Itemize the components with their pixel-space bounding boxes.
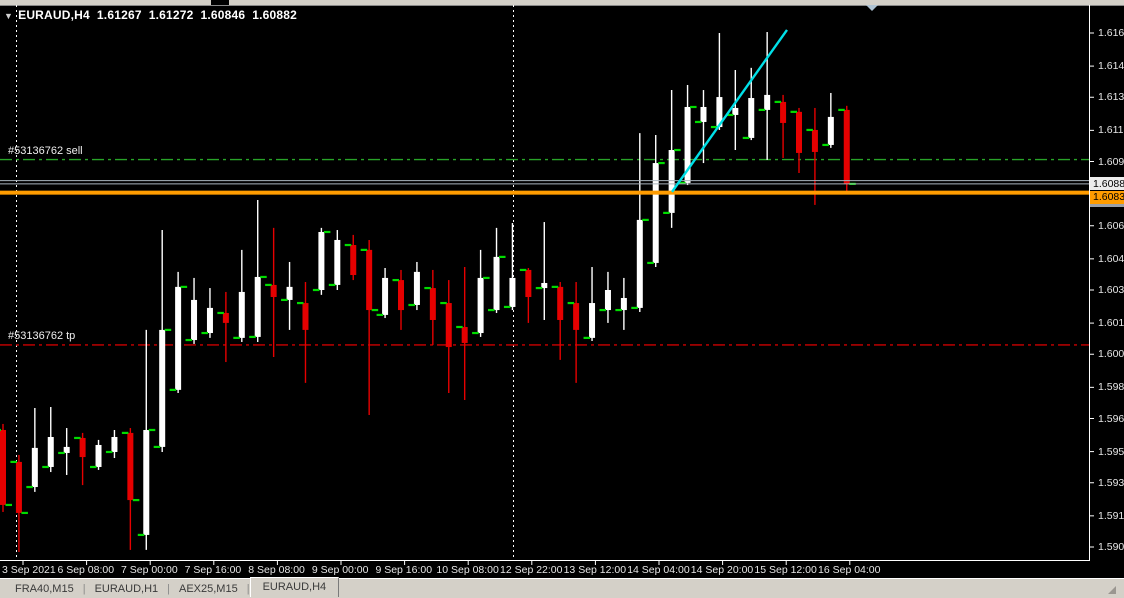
chart-tabs: FRA40,M15 | EURAUD,H1 | AEX25,M15 | EURAUD,H4 xyxy=(0,577,340,598)
price-tick-label: 1.6132 xyxy=(1098,91,1124,104)
resize-grip-icon[interactable] xyxy=(1108,586,1116,594)
tab-separator: | xyxy=(246,582,250,595)
time-tick-label: 9 Sep 00:00 xyxy=(311,564,369,576)
time-tick-label: 8 Sep 08:00 xyxy=(248,564,305,576)
symbol-period-label: EURAUD,H4 xyxy=(18,8,90,22)
bid-price-label: 1.6088 xyxy=(1090,177,1124,191)
time-tick-label: 15 Sep 12:00 xyxy=(754,564,817,576)
tab-separator: | xyxy=(167,582,170,595)
high-value: 1.61272 xyxy=(148,8,194,22)
price-tick-label: 1.6099 xyxy=(1098,155,1124,168)
price-tick-label: 1.6049 xyxy=(1098,252,1124,265)
chart-tab-euraud-h4[interactable]: EURAUD,H4 xyxy=(249,577,340,597)
tab-separator: | xyxy=(82,582,86,595)
sell-order-label[interactable]: #53136762 sell xyxy=(8,144,83,157)
price-tick-label: 1.6033 xyxy=(1098,284,1124,296)
take-profit-label[interactable]: #53136762 tp xyxy=(8,329,76,342)
toolbar-divider xyxy=(211,0,229,5)
price-tick-label: 1.5917 xyxy=(1098,509,1124,522)
chart-shift-marker-icon[interactable] xyxy=(866,5,878,11)
open-value: 1.61267 xyxy=(96,8,142,22)
price-tick-label: 1.5983 xyxy=(1098,381,1124,394)
price-tick-label: 1.5934 xyxy=(1098,476,1124,489)
time-axis[interactable]: 3 Sep 2021 6 Sep 08:00 7 Sep 00:00 7 Sep 16… xyxy=(0,561,1090,578)
low-value: 1.60846 xyxy=(200,8,246,22)
time-tick-label: 3 Sep 2021 xyxy=(2,564,56,576)
price-tick-label: 1.6115 xyxy=(1098,124,1124,137)
price-tick-label: 1.5950 xyxy=(1098,445,1124,458)
trend-line xyxy=(671,29,788,193)
chart-tab-fra40-m15[interactable]: FRA40,M15 xyxy=(15,582,74,595)
ask-price-label-sliver xyxy=(1090,203,1124,207)
price-tick-label: 1.6148 xyxy=(1098,60,1124,73)
time-tick-label: 9 Sep 16:00 xyxy=(375,564,433,576)
chart-title: ▼ EURAUD,H4 1.61267 1.61272 1.60846 1.60882 xyxy=(4,8,297,22)
price-axis[interactable]: 1.6088 1.6083 1.6165 1.6148 1.6132 1.6115 1.… xyxy=(1090,5,1124,578)
time-tick-label: 14 Sep 04:00 xyxy=(627,564,690,576)
time-tick-label: 12 Sep 22:00 xyxy=(500,564,563,576)
candlesticks[interactable] xyxy=(0,32,856,553)
time-tick-label: 6 Sep 08:00 xyxy=(57,564,115,576)
time-tick-label: 16 Sep 04:00 xyxy=(818,564,881,576)
price-tick-label: 1.6016 xyxy=(1098,317,1124,330)
top-toolbar-strip xyxy=(0,0,1124,6)
orange-horizontal-line[interactable] xyxy=(0,190,1089,195)
chart-tab-aex25-m15[interactable]: AEX25,M15 xyxy=(179,582,238,595)
price-tick-label: 1.6000 xyxy=(1098,348,1124,361)
time-tick-label: 10 Sep 08:00 xyxy=(436,564,499,576)
price-tick-label: 1.6066 xyxy=(1098,219,1124,232)
chart-tab-euraud-h1[interactable]: EURAUD,H1 xyxy=(94,582,159,595)
close-value: 1.60882 xyxy=(252,8,298,22)
price-tick-label: 1.6165 xyxy=(1098,27,1124,39)
tab-strip-border xyxy=(0,578,1124,579)
chart-tab-strip: FRA40,M15 | EURAUD,H1 | AEX25,M15 | EURAUD,H4 xyxy=(0,577,1124,598)
time-tick-label: 13 Sep 12:00 xyxy=(563,564,627,576)
time-tick-label: 7 Sep 00:00 xyxy=(121,564,178,576)
price-tick-label: 1.5901 xyxy=(1098,541,1124,553)
orange-line-price-label: 1.6083 xyxy=(1090,190,1124,204)
time-tick-label: 14 Sep 20:00 xyxy=(690,564,754,576)
symbol-dropdown-icon[interactable]: ▼ xyxy=(4,11,14,21)
price-tick-label: 1.5967 xyxy=(1098,412,1124,425)
time-tick-label: 7 Sep 16:00 xyxy=(184,564,242,576)
